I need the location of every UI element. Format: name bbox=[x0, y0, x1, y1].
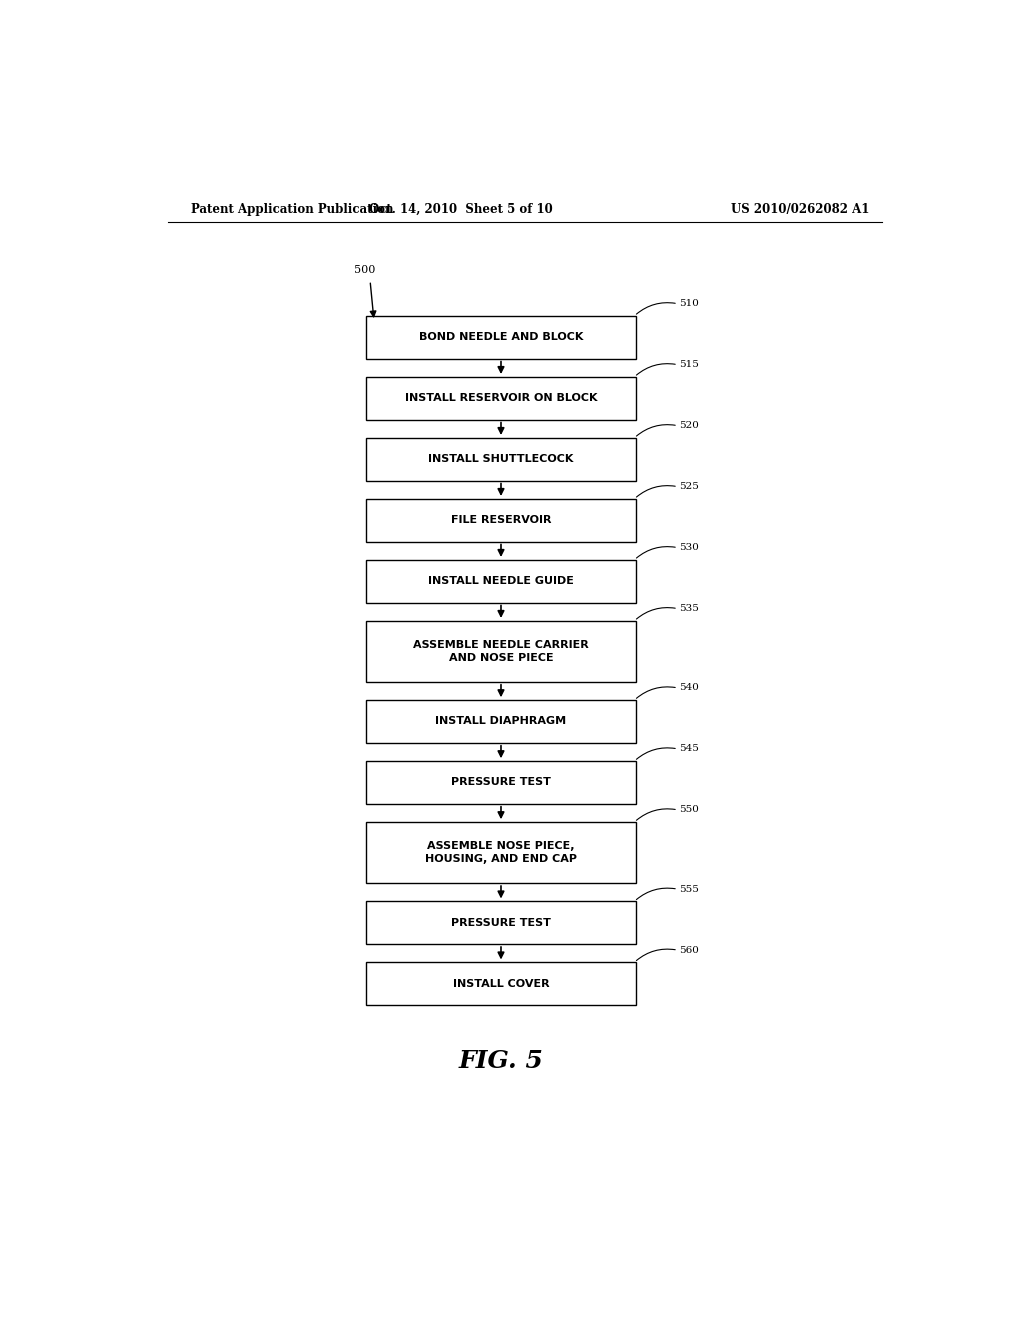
FancyBboxPatch shape bbox=[366, 902, 636, 944]
Text: 535: 535 bbox=[680, 605, 699, 614]
Text: 530: 530 bbox=[680, 544, 699, 552]
Text: 555: 555 bbox=[680, 884, 699, 894]
FancyBboxPatch shape bbox=[366, 438, 636, 480]
Text: FIG. 5: FIG. 5 bbox=[459, 1049, 544, 1073]
Text: PRESSURE TEST: PRESSURE TEST bbox=[451, 917, 551, 928]
Text: 520: 520 bbox=[680, 421, 699, 430]
Text: 525: 525 bbox=[680, 482, 699, 491]
Text: FILE RESERVOIR: FILE RESERVOIR bbox=[451, 515, 551, 525]
Text: 540: 540 bbox=[680, 684, 699, 693]
Text: US 2010/0262082 A1: US 2010/0262082 A1 bbox=[731, 203, 869, 215]
Text: BOND NEEDLE AND BLOCK: BOND NEEDLE AND BLOCK bbox=[419, 333, 584, 342]
FancyBboxPatch shape bbox=[366, 560, 636, 602]
FancyBboxPatch shape bbox=[366, 962, 636, 1005]
FancyBboxPatch shape bbox=[366, 762, 636, 804]
Text: 545: 545 bbox=[680, 744, 699, 754]
FancyBboxPatch shape bbox=[366, 822, 636, 883]
Text: ASSEMBLE NOSE PIECE,
HOUSING, AND END CAP: ASSEMBLE NOSE PIECE, HOUSING, AND END CA… bbox=[425, 841, 577, 863]
FancyBboxPatch shape bbox=[366, 378, 636, 420]
FancyBboxPatch shape bbox=[366, 700, 636, 743]
Text: INSTALL DIAPHRAGM: INSTALL DIAPHRAGM bbox=[435, 717, 566, 726]
FancyBboxPatch shape bbox=[366, 620, 636, 682]
Text: ASSEMBLE NEEDLE CARRIER
AND NOSE PIECE: ASSEMBLE NEEDLE CARRIER AND NOSE PIECE bbox=[413, 640, 589, 663]
Text: INSTALL NEEDLE GUIDE: INSTALL NEEDLE GUIDE bbox=[428, 577, 573, 586]
Text: 510: 510 bbox=[680, 300, 699, 309]
FancyBboxPatch shape bbox=[366, 499, 636, 541]
Text: Patent Application Publication: Patent Application Publication bbox=[191, 203, 394, 215]
FancyBboxPatch shape bbox=[366, 315, 636, 359]
Text: INSTALL RESERVOIR ON BLOCK: INSTALL RESERVOIR ON BLOCK bbox=[404, 393, 597, 404]
Text: 560: 560 bbox=[680, 945, 699, 954]
Text: 500: 500 bbox=[354, 265, 376, 275]
Text: 550: 550 bbox=[680, 805, 699, 814]
Text: Oct. 14, 2010  Sheet 5 of 10: Oct. 14, 2010 Sheet 5 of 10 bbox=[370, 203, 553, 215]
Text: INSTALL SHUTTLECOCK: INSTALL SHUTTLECOCK bbox=[428, 454, 573, 465]
Text: PRESSURE TEST: PRESSURE TEST bbox=[451, 777, 551, 788]
Text: 515: 515 bbox=[680, 360, 699, 370]
Text: INSTALL COVER: INSTALL COVER bbox=[453, 978, 549, 989]
